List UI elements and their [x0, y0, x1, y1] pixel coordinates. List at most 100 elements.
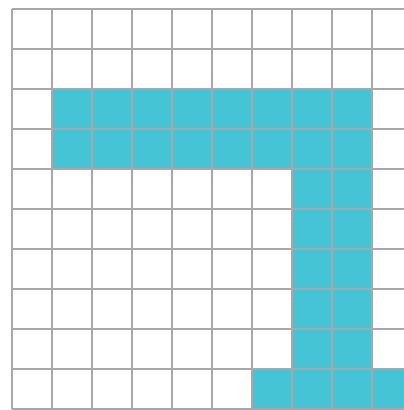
- empty-grid-cell[interactable]: [292, 49, 332, 89]
- empty-grid-cell[interactable]: [172, 9, 212, 49]
- filled-grid-cell[interactable]: [332, 129, 372, 169]
- empty-grid-cell[interactable]: [172, 369, 212, 409]
- empty-grid-cell[interactable]: [52, 9, 92, 49]
- empty-grid-cell[interactable]: [132, 249, 172, 289]
- empty-grid-cell[interactable]: [12, 49, 52, 89]
- empty-grid-cell[interactable]: [212, 329, 252, 369]
- empty-grid-cell[interactable]: [372, 209, 404, 249]
- filled-grid-cell[interactable]: [332, 289, 372, 329]
- empty-grid-cell[interactable]: [52, 329, 92, 369]
- empty-grid-cell[interactable]: [252, 169, 292, 209]
- empty-grid-cell[interactable]: [92, 9, 132, 49]
- empty-grid-cell[interactable]: [172, 209, 212, 249]
- filled-grid-cell[interactable]: [252, 369, 292, 409]
- filled-grid-cell[interactable]: [292, 129, 332, 169]
- filled-grid-cell[interactable]: [292, 89, 332, 129]
- filled-grid-cell[interactable]: [372, 369, 404, 409]
- empty-grid-cell[interactable]: [172, 289, 212, 329]
- filled-grid-cell[interactable]: [292, 329, 332, 369]
- empty-grid-cell[interactable]: [212, 49, 252, 89]
- empty-grid-cell[interactable]: [212, 249, 252, 289]
- filled-grid-cell[interactable]: [52, 89, 92, 129]
- empty-grid-cell[interactable]: [212, 209, 252, 249]
- empty-grid-cell[interactable]: [252, 249, 292, 289]
- empty-grid-cell[interactable]: [12, 169, 52, 209]
- empty-grid-cell[interactable]: [332, 49, 372, 89]
- empty-grid-cell[interactable]: [52, 169, 92, 209]
- empty-grid-cell[interactable]: [212, 369, 252, 409]
- filled-grid-cell[interactable]: [292, 169, 332, 209]
- empty-grid-cell[interactable]: [52, 209, 92, 249]
- empty-grid-cell[interactable]: [92, 169, 132, 209]
- filled-grid-cell[interactable]: [132, 89, 172, 129]
- empty-grid-cell[interactable]: [52, 249, 92, 289]
- empty-grid-cell[interactable]: [372, 89, 404, 129]
- empty-grid-cell[interactable]: [252, 49, 292, 89]
- empty-grid-cell[interactable]: [372, 129, 404, 169]
- filled-grid-cell[interactable]: [172, 129, 212, 169]
- empty-grid-cell[interactable]: [52, 49, 92, 89]
- empty-grid-cell[interactable]: [12, 289, 52, 329]
- filled-grid-cell[interactable]: [332, 169, 372, 209]
- filled-grid-cell[interactable]: [212, 129, 252, 169]
- empty-grid-cell[interactable]: [132, 369, 172, 409]
- filled-grid-cell[interactable]: [292, 289, 332, 329]
- empty-grid-cell[interactable]: [92, 49, 132, 89]
- filled-grid-cell[interactable]: [292, 209, 332, 249]
- empty-grid-cell[interactable]: [172, 329, 212, 369]
- empty-grid-cell[interactable]: [172, 249, 212, 289]
- empty-grid-cell[interactable]: [252, 9, 292, 49]
- empty-grid-cell[interactable]: [372, 329, 404, 369]
- filled-grid-cell[interactable]: [92, 89, 132, 129]
- empty-grid-cell[interactable]: [132, 49, 172, 89]
- empty-grid-cell[interactable]: [252, 289, 292, 329]
- empty-grid-cell[interactable]: [212, 9, 252, 49]
- empty-grid-cell[interactable]: [92, 289, 132, 329]
- empty-grid-cell[interactable]: [172, 169, 212, 209]
- empty-grid-cell[interactable]: [12, 249, 52, 289]
- empty-grid-cell[interactable]: [132, 209, 172, 249]
- filled-grid-cell[interactable]: [292, 369, 332, 409]
- empty-grid-cell[interactable]: [252, 209, 292, 249]
- empty-grid-cell[interactable]: [252, 329, 292, 369]
- empty-grid-cell[interactable]: [292, 9, 332, 49]
- empty-grid-cell[interactable]: [92, 329, 132, 369]
- empty-grid-cell[interactable]: [92, 209, 132, 249]
- empty-grid-cell[interactable]: [212, 169, 252, 209]
- filled-grid-cell[interactable]: [332, 89, 372, 129]
- filled-grid-cell[interactable]: [92, 129, 132, 169]
- filled-grid-cell[interactable]: [252, 129, 292, 169]
- filled-grid-cell[interactable]: [292, 249, 332, 289]
- filled-grid-cell[interactable]: [132, 129, 172, 169]
- empty-grid-cell[interactable]: [132, 9, 172, 49]
- filled-grid-cell[interactable]: [52, 129, 92, 169]
- empty-grid-cell[interactable]: [92, 369, 132, 409]
- empty-grid-cell[interactable]: [52, 289, 92, 329]
- empty-grid-cell[interactable]: [372, 169, 404, 209]
- empty-grid-cell[interactable]: [372, 289, 404, 329]
- filled-grid-cell[interactable]: [332, 249, 372, 289]
- empty-grid-cell[interactable]: [132, 329, 172, 369]
- empty-grid-cell[interactable]: [12, 129, 52, 169]
- filled-grid-cell[interactable]: [332, 369, 372, 409]
- empty-grid-cell[interactable]: [12, 369, 52, 409]
- empty-grid-cell[interactable]: [372, 9, 404, 49]
- filled-grid-cell[interactable]: [332, 209, 372, 249]
- empty-grid-cell[interactable]: [172, 49, 212, 89]
- empty-grid-cell[interactable]: [332, 9, 372, 49]
- empty-grid-cell[interactable]: [372, 49, 404, 89]
- filled-grid-cell[interactable]: [172, 89, 212, 129]
- empty-grid-cell[interactable]: [92, 249, 132, 289]
- empty-grid-cell[interactable]: [52, 369, 92, 409]
- empty-grid-cell[interactable]: [132, 289, 172, 329]
- filled-grid-cell[interactable]: [252, 89, 292, 129]
- empty-grid-cell[interactable]: [372, 249, 404, 289]
- empty-grid-cell[interactable]: [12, 329, 52, 369]
- empty-grid-cell[interactable]: [12, 209, 52, 249]
- filled-grid-cell[interactable]: [212, 89, 252, 129]
- empty-grid-cell[interactable]: [12, 9, 52, 49]
- empty-grid-cell[interactable]: [132, 169, 172, 209]
- filled-grid-cell[interactable]: [332, 329, 372, 369]
- empty-grid-cell[interactable]: [12, 89, 52, 129]
- empty-grid-cell[interactable]: [212, 289, 252, 329]
